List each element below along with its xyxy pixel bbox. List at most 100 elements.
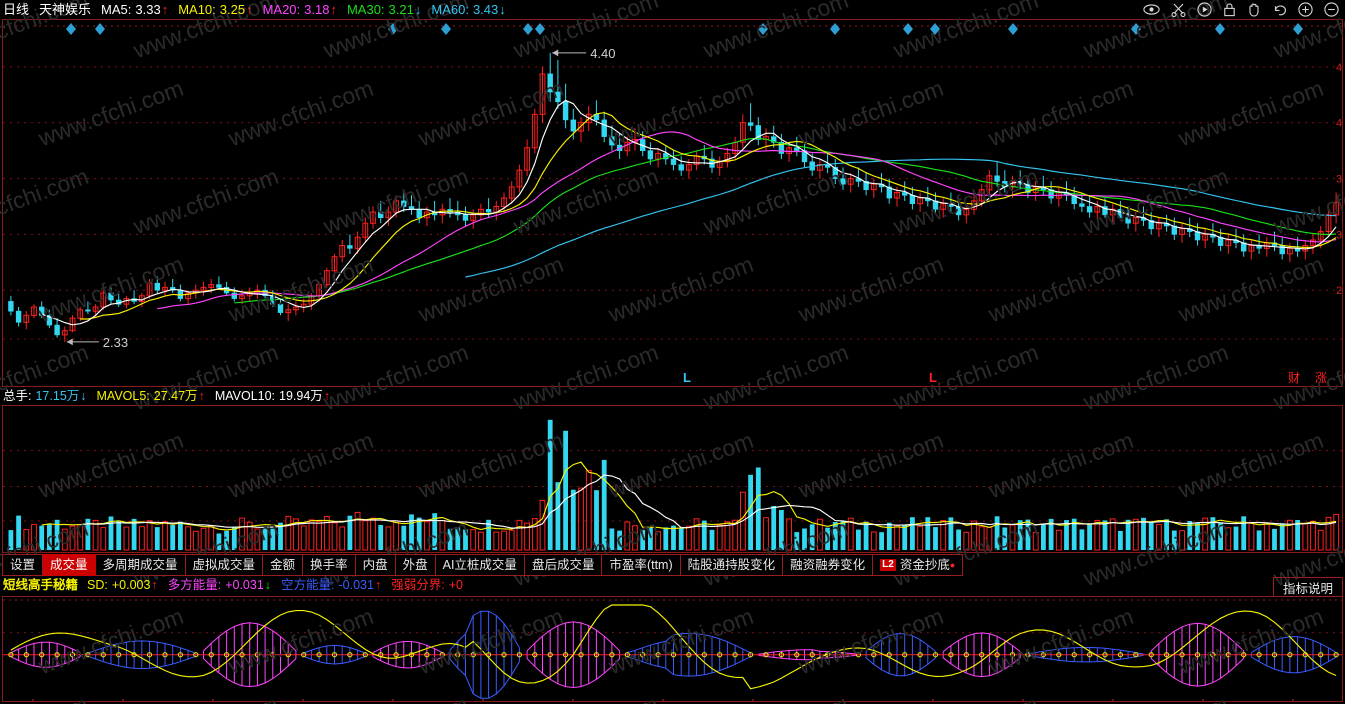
eye-icon[interactable] [1143,3,1160,16]
low-price-label: 2.33 [103,335,128,350]
price-chart-panel[interactable]: 4.40 2.33 L L 财 涨 4 4 3 3 2 [2,19,1343,387]
toolbar-icons[interactable] [1143,0,1339,19]
volume-info-token: MAVOL10: [214,389,276,403]
indicator-info-token: +0.003 [111,578,151,592]
high-price-label: 4.40 [590,46,615,61]
header-token: MA30: [346,2,385,17]
tab-4[interactable]: 金额 [263,554,304,576]
header-token: 3.43 [472,2,499,17]
undo-icon[interactable] [1272,3,1287,17]
header-token: ↓ [499,2,506,17]
indicator-info-token: ↑ [374,578,382,592]
volume-info-token: 27.47万 [153,389,198,403]
chart-marker-2: 财 [1288,371,1300,385]
l2-badge: L2 [880,559,896,571]
price-axis-label: 4 [1336,62,1342,74]
indicator-info-token: SD: [87,578,108,592]
indicator-info-token: 短线高手秘籍 [3,578,79,592]
volume-info-token: ↑ [198,389,205,403]
tab-10[interactable]: 市盈率(ttm) [602,554,681,576]
volume-info-token: 17.15万 [35,389,80,403]
indicator-help-button[interactable]: 指标说明 [1272,577,1343,597]
price-axis-label: 4 [1336,118,1342,130]
hand-icon[interactable] [1247,2,1261,17]
indicator-chart-svg[interactable] [3,597,1342,701]
tab-6[interactable]: 内盘 [355,554,396,576]
tab-3[interactable]: 虚拟成交量 [185,554,264,576]
lock-icon[interactable] [1223,2,1236,17]
new-star-icon: ● [949,559,956,570]
indicator-tab-bar[interactable]: 设置 成交量 多周期成交量 虚拟成交量 金额 换手率 内盘 外盘 AI立桩成交量 盘后成交量 市盈率… [2,554,964,576]
indicator-info-token: ↑ [151,578,158,592]
chart-marker-3: 涨 [1315,370,1327,385]
price-chart-svg[interactable]: 4.40 2.33 L L 财 涨 4 4 3 3 2 [3,20,1342,386]
volume-chart-svg[interactable] [3,406,1342,552]
tab-label: 资金抄底 [899,557,950,572]
header-token: MA10: [178,2,216,17]
tab-11[interactable]: 陆股通持股变化 [680,554,784,576]
tab-label: 多周期成交量 [102,557,178,572]
tab-2[interactable]: 多周期成交量 [95,554,186,576]
tab-8[interactable]: AI立桩成交量 [435,554,525,576]
zoom-out-icon[interactable] [1324,2,1339,17]
tab-label: 设置 [10,557,36,572]
header-token: 3.33 [135,2,161,17]
volume-info-token: 总手: [3,389,32,403]
header-token: MA60: [431,2,469,17]
tab-label: 融资融券变化 [790,557,866,572]
price-axis-label: 3 [1336,174,1342,186]
indicator-info-token: +0.031 [225,578,264,592]
tab-5[interactable]: 换手率 [303,554,356,576]
header-token: 3.21 [388,2,414,17]
indicator-info-token: 强弱分界: [391,578,445,592]
price-axis-label: 3 [1336,229,1342,241]
header-token: ↓ [414,2,422,17]
tab-13[interactable]: L2 资金抄底 ● [873,554,964,576]
indicator-chart-panel[interactable] [2,596,1343,702]
indicator-info-token: +0 [448,578,463,592]
zoom-in-icon[interactable] [1298,2,1313,17]
tab-label: 盘后成交量 [531,557,595,572]
tab-label: 成交量 [50,557,88,572]
play-circle-icon[interactable] [1197,2,1212,17]
header-quote-line: 日线 天神娱乐 MA5: 3.33↑ MA10: 3.25↑ MA20: 3.18↑ MA30:… [0,0,516,19]
indicator-info-line: 短线高手秘籍 SD: +0.003↑ 多方能量: +0.031↓ 空方能量: -0.031↑… [0,577,463,594]
tab-12[interactable]: 融资融券变化 [783,554,874,576]
header-token: ↑ [246,2,253,17]
tab-7[interactable]: 外盘 [395,554,436,576]
tab-label: 换手率 [310,557,348,572]
chart-marker-0: L [683,370,691,385]
tab-label: AI立桩成交量 [442,557,517,572]
header-token: ↑ [161,2,169,17]
volume-info-token: ↑ [323,389,331,403]
header-token: 3.25 [219,2,246,17]
tab-label: 虚拟成交量 [192,557,256,572]
indicator-info-token: ↓ [264,578,272,592]
volume-chart-panel[interactable] [2,405,1343,553]
chart-marker-1: L [929,370,937,385]
tab-0[interactable]: 设置 [2,554,44,576]
tab-label: 陆股通持股变化 [687,557,776,572]
chart-header: 日线 天神娱乐 MA5: 3.33↑ MA10: 3.25↑ MA20: 3.18↑ MA30:… [0,0,1345,19]
tab-label: 外盘 [402,557,428,572]
tab-9[interactable]: 盘后成交量 [524,554,603,576]
indicator-info-token: -0.031 [338,578,374,592]
volume-info-token: ↓ [80,389,87,403]
header-token: ↑ [330,2,337,17]
header-token: 天神娱乐 [39,2,92,17]
tab-1[interactable]: 成交量 [43,554,96,576]
tab-label: 内盘 [362,557,388,572]
scissors-icon[interactable] [1171,2,1186,17]
header-token: MA5: [101,2,132,17]
tab-label: 市盈率(ttm) [609,557,673,572]
price-axis-label: 2 [1336,285,1342,297]
volume-info-token: 19.94万 [279,389,323,403]
volume-info-line: 总手: 17.15万↓ MAVOL5: 27.47万↑ MAVOL10: 19.94万↑ [0,388,330,405]
indicator-info-token: 多方能量: [167,578,222,592]
header-token: MA20: [262,2,301,17]
indicator-info-token: 空方能量: [281,578,335,592]
tab-label: 金额 [270,557,296,572]
header-token: 3.18 [304,2,330,17]
volume-info-token: MAVOL5: [96,389,150,403]
header-token: 日线 [3,2,30,17]
